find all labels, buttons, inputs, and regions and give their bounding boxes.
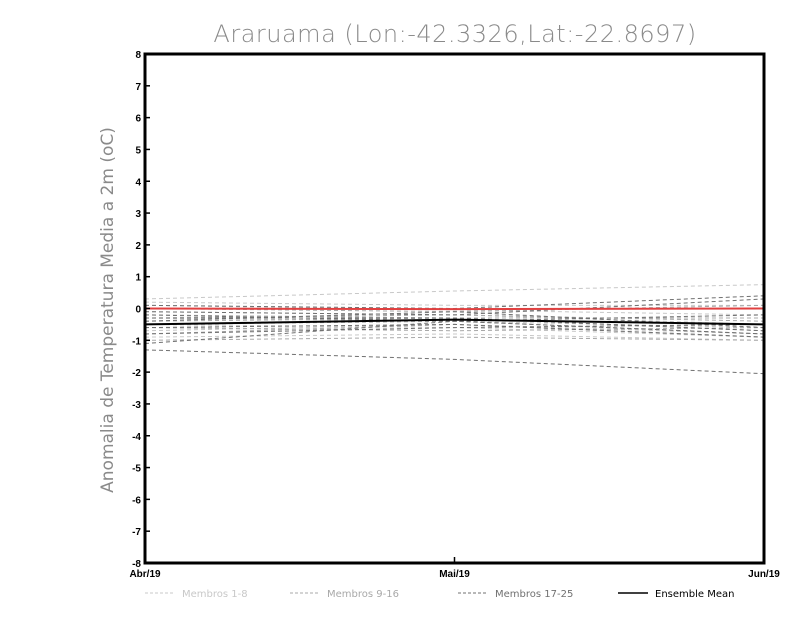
y-axis-ticks: 8 7 6 5 4 3 2 1 0 -1 -2 -3 -4 -5 -6 -7 -8 bbox=[132, 50, 150, 570]
series-line-group3-19 bbox=[145, 317, 765, 332]
series-line-group2-11 bbox=[144, 327, 765, 332]
y-tick-label: 7 bbox=[135, 82, 141, 93]
series-line-group2-13 bbox=[144, 336, 765, 341]
series-line-mean-25 bbox=[144, 318, 765, 326]
legend-label: Membros 1-8 bbox=[182, 589, 248, 600]
series-line-group3-21 bbox=[144, 323, 765, 338]
y-tick-label: -4 bbox=[132, 432, 141, 443]
legend-label: Membros 17-25 bbox=[495, 589, 573, 600]
y-tick-label: -7 bbox=[132, 527, 141, 538]
series-line-group1-7 bbox=[144, 333, 765, 341]
series-line-group3-23 bbox=[144, 320, 765, 344]
y-tick-label: -5 bbox=[132, 464, 141, 475]
legend: Membros 1-8 Membros 9-16 Membros 17-25 Ense… bbox=[145, 589, 734, 600]
series-line-group3-16 bbox=[144, 295, 765, 310]
y-tick-label: 0 bbox=[135, 305, 141, 316]
series-line-group1-1 bbox=[144, 301, 764, 306]
chart-title: Araruama (Lon:-42.3326,Lat:-22.8697) bbox=[213, 20, 696, 48]
y-tick-label: -8 bbox=[132, 559, 141, 570]
y-tick-label: 3 bbox=[135, 209, 141, 220]
y-tick-label: -1 bbox=[132, 336, 141, 347]
series-line-group3-17 bbox=[144, 298, 765, 316]
legend-label: Ensemble Mean bbox=[655, 589, 734, 600]
series-line-group3-20 bbox=[144, 311, 765, 329]
x-tick-label: Abr/19 bbox=[129, 569, 161, 580]
series-line-observed-26 bbox=[144, 307, 765, 311]
legend-label: Membros 9-16 bbox=[327, 589, 399, 600]
y-tick-label: -3 bbox=[132, 400, 141, 411]
y-tick-label: -2 bbox=[132, 368, 141, 379]
x-tick-label: Mai/19 bbox=[439, 569, 470, 580]
y-tick-label: 4 bbox=[135, 177, 141, 188]
plot-lines bbox=[144, 284, 765, 375]
series-line-group3-24 bbox=[144, 349, 765, 375]
y-tick-label: 8 bbox=[135, 50, 141, 61]
series-line-group3-22 bbox=[144, 323, 765, 335]
y-tick-label: 6 bbox=[135, 114, 141, 125]
x-axis-ticks: Abr/19 Mai/19 Jun/19 bbox=[129, 557, 780, 580]
x-tick-label: Jun/19 bbox=[748, 569, 780, 580]
y-axis-label: Anomalia de Temperatura Media a 2m (oC) bbox=[98, 127, 118, 493]
y-tick-label: 2 bbox=[135, 241, 141, 252]
y-tick-label: 1 bbox=[135, 273, 141, 284]
y-tick-label: 5 bbox=[135, 145, 141, 156]
series-line-group1-0 bbox=[144, 284, 765, 300]
y-tick-label: -6 bbox=[132, 495, 141, 506]
